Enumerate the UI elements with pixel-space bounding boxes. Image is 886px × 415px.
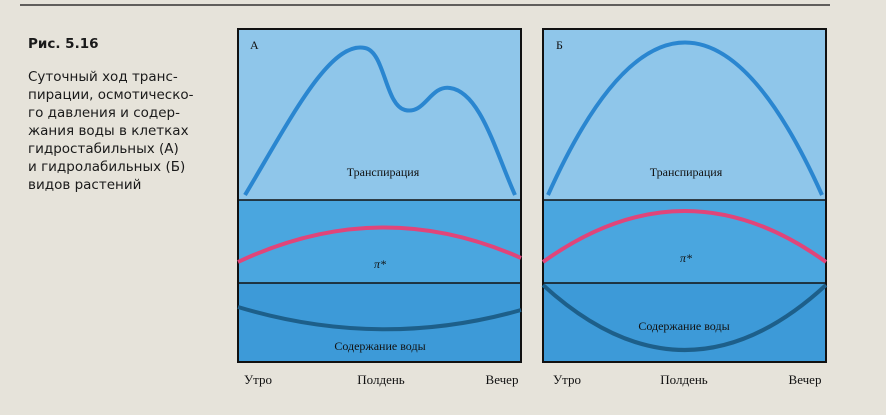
row-label: Содержание воды [334,339,425,353]
x-label: Вечер [486,372,519,387]
x-label: Вечер [789,372,822,387]
caption-line: видов растений [28,177,141,193]
caption-line: и гидролабильных (Б) [28,159,185,175]
osmotic-curve [237,225,522,264]
transpiration-curve [546,40,824,196]
panel-label: Б [556,38,563,52]
caption-line: пирации, осмотическо- [28,87,194,103]
panel-frame [542,28,827,363]
row-label: π* [374,257,386,271]
panel-a: А Транспирация π* Содержание воды Утро П… [237,28,522,387]
panel-b: Б Транспирация π* Содержание воды Утро П… [541,28,828,387]
caption-line: Суточный ход транс- [28,69,178,85]
panel-label: А [250,38,259,52]
caption: Суточный ход транс- пирации, осмотическо… [28,69,194,193]
caption-line: гидростабильных (А) [28,141,179,157]
caption-line: жания воды в клетках [28,123,189,139]
x-label: Утро [244,372,272,387]
panel-section [238,29,521,200]
panel-section [543,200,826,283]
water-curve [237,305,522,332]
osmotic-curve [541,209,828,264]
panel-frame [237,28,522,363]
transpiration-curve [243,45,517,197]
row-label: Содержание воды [638,319,729,333]
row-label: π* [680,251,692,265]
figure-number: Рис. 5.16 [28,36,99,52]
water-curve [541,283,828,352]
x-label: Утро [553,372,581,387]
row-label: Транспирация [650,165,723,179]
x-label: Полдень [660,372,708,387]
row-label: Транспирация [347,165,420,179]
caption-line: го давления и содер- [28,105,180,121]
x-label: Полдень [357,372,405,387]
